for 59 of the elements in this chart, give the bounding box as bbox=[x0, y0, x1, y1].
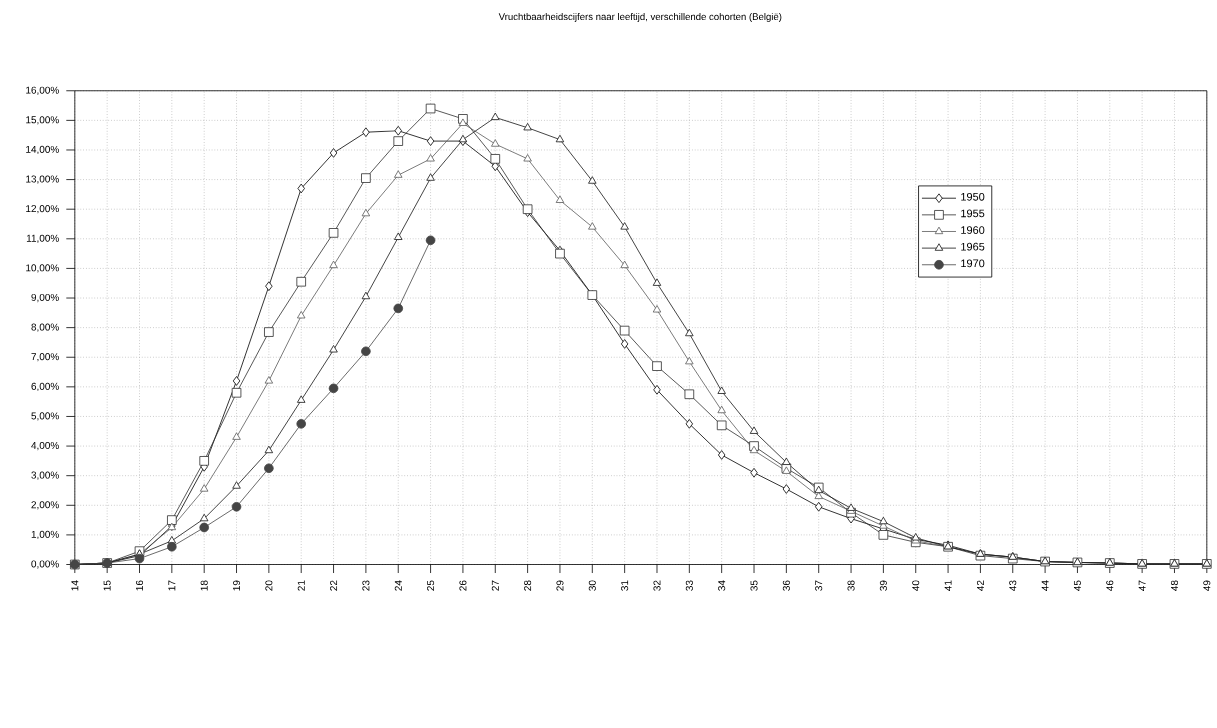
y-tick-label: 10,00% bbox=[26, 264, 59, 273]
y-tick-label: 16,00% bbox=[26, 86, 59, 95]
x-tick-label: 48 bbox=[1170, 580, 1178, 591]
x-tick-label: 46 bbox=[1106, 580, 1114, 591]
x-tick-label: 23 bbox=[362, 580, 370, 591]
legend-label: 1955 bbox=[961, 209, 985, 218]
x-tick-label: 49 bbox=[1203, 580, 1211, 591]
x-tick-label: 36 bbox=[782, 580, 790, 591]
x-tick-label: 30 bbox=[588, 580, 596, 591]
y-tick-label: 2,00% bbox=[31, 501, 59, 510]
x-tick-label: 43 bbox=[1009, 580, 1017, 591]
y-tick-label: 7,00% bbox=[31, 353, 59, 362]
y-tick-label: 9,00% bbox=[31, 293, 59, 303]
legend-label: 1950 bbox=[961, 192, 985, 201]
x-tick-label: 37 bbox=[815, 580, 823, 591]
y-tick-label: 13,00% bbox=[26, 175, 59, 184]
x-tick-label: 35 bbox=[750, 580, 758, 591]
y-tick-label: 8,00% bbox=[31, 323, 59, 332]
x-tick-label: 38 bbox=[847, 580, 855, 591]
y-tick-label: 4,00% bbox=[31, 441, 59, 451]
legend-label: 1970 bbox=[961, 259, 985, 268]
x-tick-label: 25 bbox=[427, 580, 435, 591]
y-tick-label: 1,00% bbox=[31, 530, 59, 539]
x-tick-label: 41 bbox=[944, 580, 952, 591]
x-tick-label: 42 bbox=[976, 580, 984, 591]
x-tick-label: 31 bbox=[621, 580, 629, 591]
y-tick-label: 11,00% bbox=[26, 234, 59, 243]
x-tick-label: 28 bbox=[524, 580, 532, 591]
y-tick-label: 5,00% bbox=[31, 412, 59, 421]
x-tick-label: 34 bbox=[718, 580, 726, 591]
x-tick-label: 15 bbox=[103, 580, 111, 591]
legend-label: 1960 bbox=[961, 226, 985, 234]
x-tick-label: 14 bbox=[71, 580, 79, 591]
y-tick-label: 12,00% bbox=[26, 205, 59, 214]
legend-label: 1965 bbox=[961, 242, 985, 251]
x-tick-label: 33 bbox=[685, 580, 693, 591]
y-tick-label: 15,00% bbox=[26, 116, 59, 125]
x-tick-label: 45 bbox=[1073, 580, 1081, 591]
x-tick-label: 40 bbox=[912, 580, 920, 591]
x-tick-label: 39 bbox=[879, 580, 887, 591]
x-tick-label: 24 bbox=[394, 580, 402, 591]
x-tick-label: 16 bbox=[135, 580, 144, 591]
x-tick-label: 20 bbox=[265, 580, 273, 591]
x-tick-label: 17 bbox=[168, 580, 176, 591]
x-tick-label: 27 bbox=[491, 580, 499, 591]
x-tick-label: 18 bbox=[200, 580, 208, 591]
chart-title: Vruchtbaarheidscijfers naar leeftijd, verschillende cohorten (België) bbox=[498, 12, 782, 22]
x-tick-label: 47 bbox=[1138, 580, 1146, 591]
y-tick-label: 14,00% bbox=[26, 145, 59, 155]
x-tick-label: 19 bbox=[232, 580, 241, 591]
x-tick-label: 22 bbox=[330, 580, 338, 591]
x-tick-label: 32 bbox=[653, 580, 661, 591]
x-tick-label: 26 bbox=[459, 580, 467, 591]
y-tick-label: 3,00% bbox=[31, 471, 59, 480]
x-tick-label: 29 bbox=[556, 580, 564, 591]
y-tick-label: 0,00% bbox=[31, 560, 59, 569]
x-tick-label: 21 bbox=[297, 580, 305, 591]
x-tick-label: 44 bbox=[1041, 580, 1049, 591]
y-tick-label: 6,00% bbox=[31, 382, 59, 391]
